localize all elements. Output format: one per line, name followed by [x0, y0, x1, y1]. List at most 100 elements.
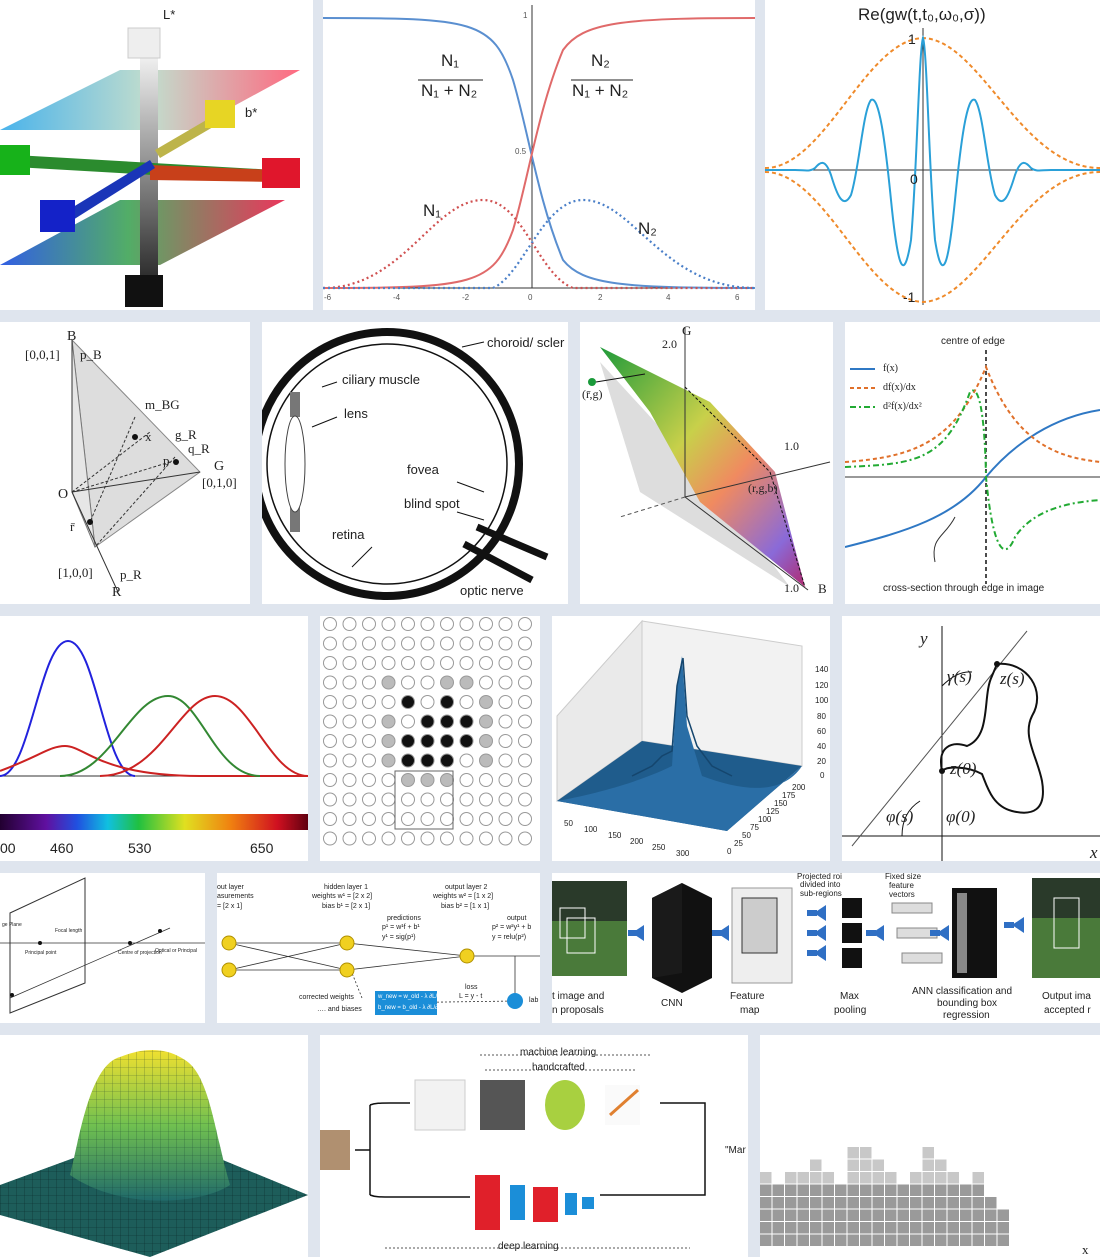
pixel-block: [935, 1234, 947, 1246]
z0-label: z(0): [950, 759, 977, 778]
pixel-block: [822, 1184, 834, 1196]
grid-dot: [323, 812, 337, 826]
spectrum-tick-00: 00: [0, 840, 16, 856]
grid-dot: [498, 812, 513, 826]
grid-dot: [498, 695, 513, 709]
grid-dot: [420, 636, 435, 651]
contour-tile: y x γ(s) z(s) z(0) φ(s) φ(0): [842, 616, 1100, 861]
legend-d2f: d²f(x)/dx²: [883, 401, 922, 412]
grid-dot: [479, 812, 493, 826]
grid-dot: [518, 792, 532, 807]
grid-dot: [479, 753, 493, 768]
pixel-block: [897, 1234, 909, 1246]
pixel-block: [897, 1222, 909, 1234]
ratio-right-num: N₂: [591, 51, 610, 70]
choroid-label: choroid/ scler: [487, 335, 565, 350]
max-label: Max: [840, 991, 859, 1002]
pixel-block: [847, 1159, 859, 1171]
x-tick-150: 150: [608, 831, 622, 840]
pixel-block: [872, 1197, 884, 1209]
grid-dot: [498, 734, 513, 748]
pixel-block: [922, 1197, 934, 1209]
grid-dot: [420, 695, 435, 709]
l-star-label: L*: [163, 7, 176, 22]
pixel-block: [847, 1197, 859, 1209]
gabor-y-bottom: -1: [903, 289, 916, 305]
grid-dot: [362, 636, 376, 651]
pixel-block: [835, 1234, 847, 1246]
pixel-block: [860, 1147, 872, 1159]
grid-dot: [420, 734, 435, 748]
pixel-block: [760, 1234, 772, 1246]
grid-dot: [401, 617, 415, 631]
fovea-label: fovea: [407, 462, 439, 477]
output-bias: bias b² = [1 x 1]: [441, 903, 490, 910]
pixel-block: [972, 1209, 984, 1221]
focal-length-label: Focal length: [55, 928, 83, 934]
pixel-block: [835, 1197, 847, 1209]
spectrum-plot: [0, 639, 308, 830]
grid-dot: [401, 714, 415, 729]
pixel-block: [860, 1184, 872, 1196]
neural-network-diagram: [221, 935, 540, 1015]
x-tick-200: 200: [630, 837, 644, 846]
grid-dot: [381, 792, 396, 807]
pixel-block: [885, 1234, 897, 1246]
pixel-block: [972, 1197, 984, 1209]
grid-dot: [440, 636, 454, 651]
g-coord-label: [0,1,0]: [202, 475, 237, 490]
grid-dot: [498, 675, 513, 690]
ml-pipeline-tile: machine learning handcrafted "Mar deep l…: [320, 1035, 748, 1257]
pixel-block: [810, 1209, 822, 1221]
rgb-triangle-figure: [71, 338, 201, 593]
loss-label: loss: [465, 984, 478, 991]
b-star-label: b*: [245, 105, 258, 120]
grid-dot: [479, 675, 493, 690]
pixel-block: [785, 1222, 797, 1234]
grid-dot: [323, 753, 337, 768]
eye-diagram-tile: choroid/ scler ciliary muscle lens fovea…: [262, 322, 568, 604]
b-axis-label: B: [67, 329, 77, 344]
grid-dot: [518, 753, 532, 768]
z-tick-80: 80: [817, 712, 826, 721]
kernel-box: [394, 770, 454, 830]
grid-dot: [479, 695, 493, 709]
grid-dot: [342, 695, 357, 709]
pixel-block: [822, 1234, 834, 1246]
pixel-block: [972, 1172, 984, 1184]
grid-dot: [498, 714, 513, 729]
gabor-y-top: 1: [908, 31, 916, 47]
grid-dot: [420, 753, 435, 768]
grid-dot: [323, 792, 337, 807]
out-eq1: p² = w²y¹ + b: [492, 924, 532, 931]
ratio-left-num: N₁: [441, 51, 460, 70]
grid-dot: [323, 695, 337, 709]
pixel-block: [960, 1184, 972, 1196]
pixel-block: [797, 1184, 809, 1196]
input-dim: = [2 x 1]: [217, 903, 243, 910]
cnn-label: CNN: [661, 998, 683, 1009]
optic-nerve-label: optic nerve: [460, 583, 524, 598]
rgb-point-label: (r,g,b): [748, 481, 778, 495]
pixel-block: [910, 1172, 922, 1184]
x-tick-m6: -6: [324, 293, 332, 302]
sombrero-surface: [0, 1049, 308, 1257]
pred-eq2: y¹ = sig(p¹): [382, 934, 416, 941]
grid-dot: [401, 753, 415, 768]
surface-histogram-tile: 140 120 100 80 60 40 20 0 50 100 150 200…: [552, 616, 830, 861]
pixel-block: [960, 1197, 972, 1209]
pixel-block: [835, 1222, 847, 1234]
out-eq2: y = relu(p²): [492, 934, 527, 941]
pixel-block: [860, 1159, 872, 1171]
grid-dot: [381, 831, 396, 846]
grid-dot: [498, 636, 513, 651]
pixel-block: [760, 1172, 772, 1184]
grid-dot: [342, 792, 357, 807]
pixel-block: [847, 1184, 859, 1196]
ml-pipeline-diagram: [320, 1054, 706, 1249]
grid-dot: [342, 675, 357, 690]
pixel-block: [935, 1159, 947, 1171]
pixel-block: [985, 1234, 997, 1246]
grid-dot: [479, 714, 493, 729]
map-label: map: [740, 1005, 760, 1016]
